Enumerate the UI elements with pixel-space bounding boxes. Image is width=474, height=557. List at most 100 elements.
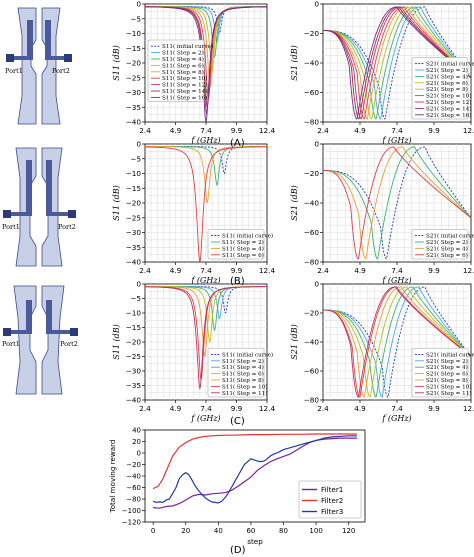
x-tick-label: 7.4 [391, 404, 403, 413]
y-tick-label: −20 [126, 338, 142, 347]
port1-label: Port1 [2, 223, 20, 231]
y-tick-label: −20 [304, 309, 320, 318]
y-tick-label: 0 [314, 140, 319, 149]
legend: S11( initial curve)S11( Step = 2)S11( St… [207, 229, 273, 260]
panel-label-a: (A) [230, 138, 245, 149]
y-tick-label: −40 [304, 199, 320, 208]
panel-label-c: (C) [230, 416, 245, 427]
y-tick-label: −60 [304, 228, 320, 237]
x-tick-label: 20 [181, 527, 190, 535]
x-tick-label: 12.4 [259, 126, 276, 135]
y-tick-label: −60 [126, 484, 141, 492]
x-axis-label: f (GHz) [381, 414, 411, 423]
legend-label: S21( Step = 2) [426, 67, 468, 74]
x-tick-label: 2.4 [139, 266, 151, 275]
legend-frame [411, 229, 469, 260]
x-tick-label: 100 [309, 527, 322, 535]
chart-a-0: 2.4 4.9 7.4 9.9 12.4 0 −5 −10 −15 −20 −25 −30 −35 −40… [112, 0, 275, 145]
x-tick-label: 7.4 [200, 126, 212, 135]
x-tick-label: 4.9 [354, 266, 366, 275]
legend-frame [411, 347, 469, 398]
legend-label: S21( initial curve) [426, 233, 474, 240]
chart-a-1: 2.4 4.9 7.4 9.9 12.4 0 −20 −40 −60 −80 f (GHz) S21 … [290, 0, 474, 145]
x-tick-label: 2.4 [317, 126, 329, 135]
x-tick-label: 0 [151, 527, 155, 535]
legend: S21( initial curve)S21( Step = 2)S21( St… [411, 57, 474, 120]
y-axis-label: S11 (dB) [112, 185, 121, 220]
filter-layout-b: Port1 Port2 [2, 147, 76, 267]
series-line-0 [323, 286, 471, 398]
x-axis-label: f (GHz) [190, 136, 220, 145]
y-tick-label: −15 [126, 323, 141, 332]
y-tick-label: −20 [304, 29, 320, 38]
y-axis-label: S11 (dB) [112, 324, 121, 359]
y-tick-label: −35 [126, 243, 141, 252]
y-tick-label: −5 [130, 294, 141, 303]
legend-label: S11( Step = 2) [222, 358, 264, 365]
legend: Filter1 Filter2 Filter3 [298, 480, 362, 519]
chart-b-2: 2.4 4.9 7.4 9.9 12.4 0 −5 −10 −15 −20 −25 −30 −35 −40… [112, 140, 275, 286]
y-tick-label: −80 [304, 258, 320, 267]
y-tick-label: −15 [126, 184, 141, 193]
port1-label: Port1 [5, 67, 23, 75]
series-line-2 [323, 146, 471, 260]
y-tick-label: 20 [132, 438, 141, 446]
series-line-8 [145, 6, 267, 122]
y-tick-label: −15 [126, 44, 141, 53]
y-tick-label: −30 [126, 228, 142, 237]
x-axis-label: f (GHz) [381, 136, 411, 145]
chart-d-6: 0 20 40 60 80 100 120 40 20 0 −20 −40 −60 −80 −100 −120… [108, 427, 366, 546]
series-line-2 [152, 435, 357, 504]
series-line-1 [323, 6, 471, 120]
x-tick-label: 4.9 [170, 126, 182, 135]
y-tick-label: −20 [304, 169, 320, 178]
legend: S21( initial curve)S21( Step = 2)S21( St… [411, 229, 474, 260]
y-axis-label: Total moving reward [108, 439, 117, 513]
y-tick-label: −40 [126, 258, 142, 267]
series-line-0 [323, 146, 471, 260]
y-tick-label: −25 [126, 213, 141, 222]
y-tick-label: −60 [304, 367, 320, 376]
y-tick-label: −60 [304, 88, 320, 97]
x-tick-label: 12.4 [259, 404, 276, 413]
legend-label: S11( Step = 10) [222, 383, 267, 390]
series-line-4 [323, 6, 471, 120]
legend-label: S11( initial curve) [162, 43, 213, 50]
legend-label: S21( Step = 11) [426, 390, 471, 397]
series-line-1 [323, 146, 471, 260]
series-lines [323, 146, 471, 260]
panel-label-d: (D) [230, 545, 246, 556]
legend-label: S11( Step = 16) [162, 94, 207, 101]
x-tick-label: 4.9 [170, 266, 182, 275]
x-tick-label: 60 [246, 527, 255, 535]
legend-label: S11( Step = 4) [162, 56, 204, 63]
y-tick-label: −35 [126, 103, 141, 112]
legend-label: S11( Step = 8) [162, 69, 204, 76]
legend-label: Filter3 [321, 507, 343, 516]
panel-label-b: (B) [230, 276, 245, 287]
y-tick-label: 0 [136, 140, 141, 149]
x-tick-label: 2.4 [139, 404, 151, 413]
x-tick-label: 7.4 [200, 266, 212, 275]
legend: S21( initial curve)S21( Step = 2)S21( St… [411, 347, 474, 398]
y-tick-label: −40 [126, 118, 142, 127]
series-line-3 [323, 146, 471, 260]
y-axis-label: S21 (dB) [290, 185, 299, 220]
legend-label: S21( Step = 4) [426, 364, 468, 371]
chart-c-4: 2.4 4.9 7.4 9.9 12.4 0 −5 −10 −15 −20 −25 −30 −35 −40… [112, 280, 275, 424]
x-tick-label: 9.9 [231, 126, 243, 135]
x-tick-label: 12.4 [259, 266, 276, 275]
x-axis-label: step [247, 537, 263, 546]
chart-b-3: 2.4 4.9 7.4 9.9 12.4 0 −20 −40 −60 −80 f (GHz) S21 … [290, 140, 474, 286]
series-lines [145, 145, 267, 262]
y-tick-label: −120 [122, 519, 141, 527]
y-tick-label: −100 [122, 507, 141, 515]
series-lines [152, 433, 357, 509]
port2-label: Port2 [60, 340, 78, 348]
y-tick-label: 0 [136, 0, 141, 9]
legend-label: S11( Step = 2) [162, 50, 204, 57]
series-lines [323, 6, 471, 120]
y-tick-label: 0 [314, 280, 319, 289]
series-line-2 [323, 6, 471, 120]
y-tick-label: 40 [132, 427, 141, 435]
